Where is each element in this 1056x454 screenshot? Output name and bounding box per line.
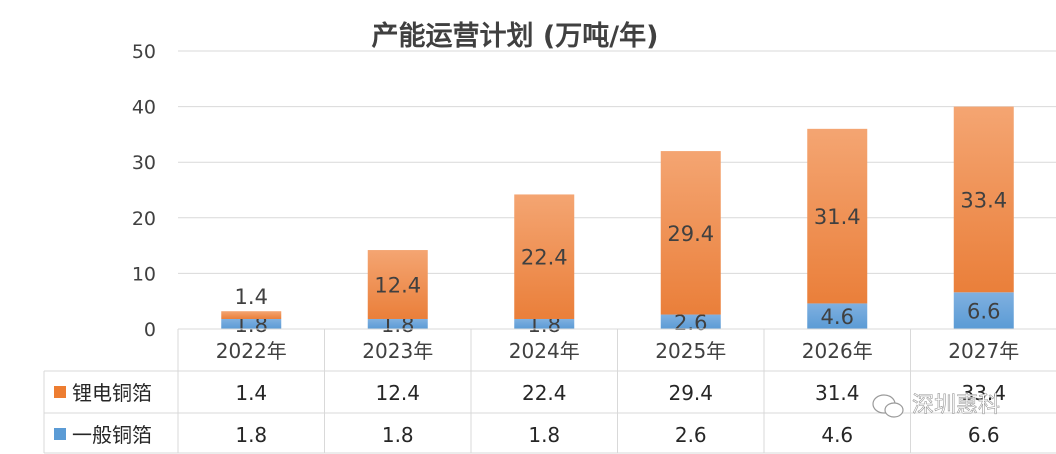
bar-general-2 [514,318,575,329]
data-label: 2.6 [674,311,707,335]
bar-general-4 [807,303,868,329]
bar-lithium-0 [221,311,282,319]
y-axis: 0 10 20 30 40 50 [132,41,156,341]
bar-lithium-3 [660,151,721,315]
data-label: 31.4 [814,205,861,229]
bar-general-5 [953,292,1014,329]
bar-lithium-1 [367,250,428,319]
data-label: 22.4 [521,246,568,270]
x-tick-label: 2025年 [655,339,726,363]
table-cell: 1.4 [235,381,267,405]
y-tick-label: 40 [132,97,156,119]
legend-swatch [54,428,66,440]
table-cell: 22.4 [522,381,567,405]
y-tick-label: 20 [132,208,156,230]
data-label: 12.4 [374,274,421,298]
table-cell: 29.4 [668,381,713,405]
x-tick-label: 2024年 [509,339,580,363]
table-cell: 1.8 [528,423,560,447]
table-cell: 31.4 [815,381,860,405]
wechat-icon [872,394,904,418]
data-label: 33.4 [960,188,1007,212]
watermark: 深圳惠科 [872,393,1000,418]
gridlines [178,50,1056,330]
bar-general-0 [221,318,282,329]
bars: 1.81.41.812.41.822.42.629.44.631.46.633.… [221,106,1014,337]
table-cell: 6.6 [968,423,1000,447]
x-tick-label: 2027年 [948,339,1019,363]
table-cell: 12.4 [375,381,420,405]
legend-label: 一般铜箔 [72,423,152,447]
legend-swatch [54,386,66,398]
x-tick-label: 2022年 [216,339,287,363]
table-cell: 2.6 [675,423,707,447]
data-label: 1.4 [235,285,268,309]
bar-lithium-4 [807,128,868,304]
x-tick-label: 2023年 [362,339,433,363]
y-tick-label: 0 [144,319,156,341]
data-label: 29.4 [667,222,714,246]
chart-title: 产能运营计划 (万吨/年) [372,20,659,52]
table-cell: 33.4 [961,381,1006,405]
x-tick-label: 2026年 [802,339,873,363]
legend-label: 锂电铜箔 [72,381,152,405]
bar-lithium-2 [514,194,575,319]
bar-general-3 [660,314,721,329]
bar-lithium-5 [953,106,1014,293]
watermark-text: 深圳惠科 [912,393,1000,418]
bar-general-1 [367,318,428,329]
table-cell: 1.8 [235,423,267,447]
y-tick-label: 10 [132,263,156,285]
data-label: 4.6 [821,305,854,329]
y-tick-label: 50 [132,41,156,63]
y-tick-label: 30 [132,152,156,174]
table-cell: 1.8 [382,423,414,447]
table-cell: 4.6 [821,423,853,447]
data-label: 6.6 [967,300,1000,324]
